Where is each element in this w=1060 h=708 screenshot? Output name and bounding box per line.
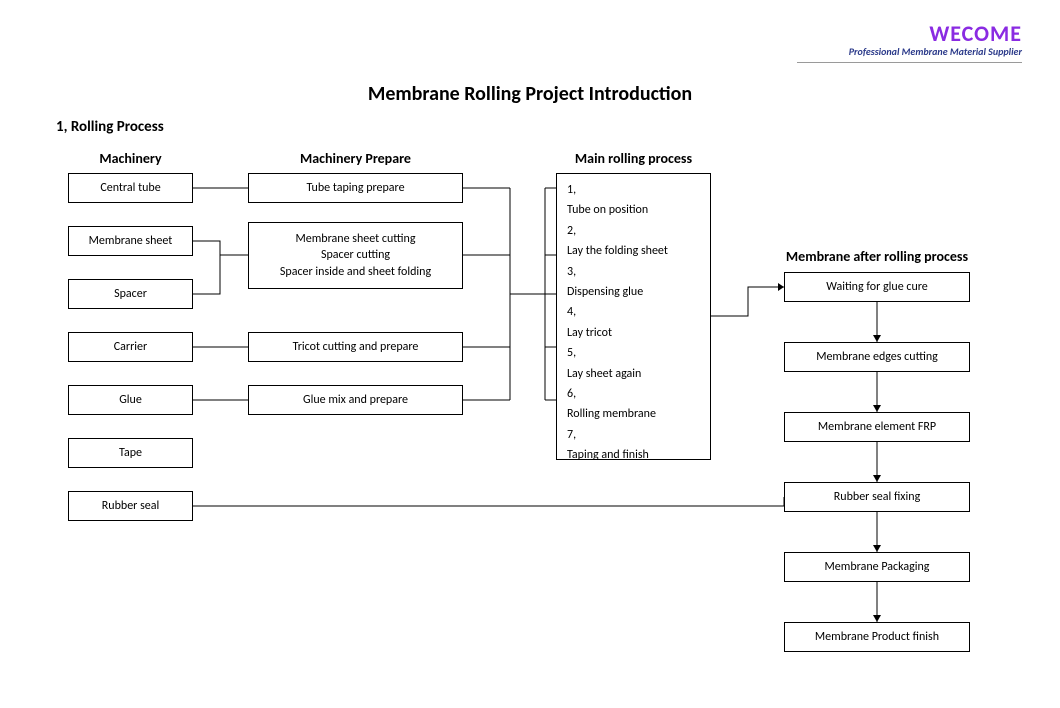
col-header-main: Main rolling process — [556, 150, 711, 167]
node-rubber-seal: Rubber seal — [68, 491, 193, 521]
node-membrane-sheet: Membrane sheet — [68, 226, 193, 256]
node-rubber-fix: Rubber seal fixing — [784, 482, 970, 512]
brand-name: WECOME — [797, 20, 1022, 47]
node-sheet-cutting: Membrane sheet cutting Spacer cutting Sp… — [248, 222, 463, 289]
node-edges-cut: Membrane edges cutting — [784, 342, 970, 372]
node-main-process: 1, Tube on position 2, Lay the folding s… — [556, 173, 711, 460]
node-tube-taping: Tube taping prepare — [248, 173, 463, 203]
col-header-prepare: Machinery Prepare — [248, 150, 463, 167]
node-carrier: Carrier — [68, 332, 193, 362]
node-spacer: Spacer — [68, 279, 193, 309]
node-finish: Membrane Product finish — [784, 622, 970, 652]
node-central-tube: Central tube — [68, 173, 193, 203]
node-wait-cure: Waiting for glue cure — [784, 272, 970, 302]
brand-logo: WECOME Professional Membrane Material Su… — [797, 20, 1022, 63]
node-tape: Tape — [68, 438, 193, 468]
brand-underline — [797, 62, 1022, 63]
node-packaging: Membrane Packaging — [784, 552, 970, 582]
section-heading: 1, Rolling Process — [56, 118, 164, 136]
node-glue: Glue — [68, 385, 193, 415]
node-frp: Membrane element FRP — [784, 412, 970, 442]
node-tricot: Tricot cutting and prepare — [248, 332, 463, 362]
col-header-machinery: Machinery — [68, 150, 193, 167]
page-title: Membrane Rolling Project Introduction — [0, 82, 1060, 106]
node-glue-mix: Glue mix and prepare — [248, 385, 463, 415]
col-header-after: Membrane after rolling process — [760, 248, 994, 265]
brand-tagline: Professional Membrane Material Supplier — [797, 45, 1022, 58]
